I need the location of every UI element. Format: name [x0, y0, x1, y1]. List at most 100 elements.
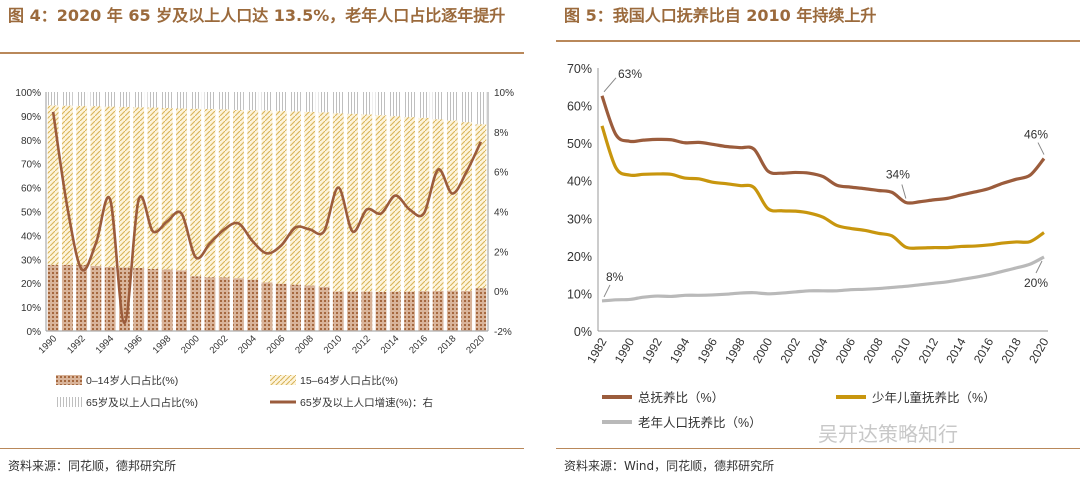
- y-tick-label: 60%: [567, 100, 592, 114]
- y-tick-label: 50%: [567, 137, 592, 151]
- legend-child-label: 少年儿童抚养比（%）: [872, 390, 996, 405]
- bar-elderly-2019: [461, 92, 473, 123]
- x-tick-label: 2016: [407, 333, 430, 356]
- bar-working-2017: [432, 119, 444, 291]
- bar-elderly-1996: [133, 92, 145, 108]
- watermark-text: 吴开达策略知行: [818, 422, 958, 446]
- x-tick-label: 1996: [695, 335, 721, 365]
- elderly-growth-line: [51, 111, 483, 325]
- x-tick-label: 2020: [464, 333, 487, 356]
- x-tick-label: 1998: [151, 333, 174, 356]
- annotation-elderly-1982: 8%: [606, 270, 624, 284]
- x-tick-label: 2004: [805, 335, 831, 365]
- bar-elderly-1998: [161, 92, 173, 109]
- x-tick-label: 1992: [65, 333, 88, 356]
- right-top-rule: [556, 40, 1080, 42]
- legend-total-label: 总抚养比（%）: [638, 390, 724, 405]
- left-source-note: 资料来源：同花顺，德邦研究所: [8, 459, 177, 473]
- x-tick-label: 2008: [860, 335, 886, 365]
- annotation-total-2020: 46%: [1024, 128, 1048, 142]
- bar-elderly-2003: [233, 92, 244, 110]
- x-tick-label: 2004: [236, 333, 259, 356]
- bar-elderly-1990: [47, 92, 59, 106]
- y-tick-label: 70%: [21, 160, 41, 171]
- y-tick-label: 90%: [21, 112, 41, 123]
- annotation-leader: [603, 284, 611, 298]
- bar-working-2010: [332, 113, 344, 292]
- bar-young-1992: [76, 265, 88, 331]
- bar-young-2013: [375, 291, 387, 331]
- bar-working-2007: [290, 111, 301, 285]
- bar-working-2019: [461, 122, 473, 291]
- bar-elderly-1999: [176, 92, 187, 109]
- bar-working-1997: [147, 107, 159, 269]
- bar-elderly-2010: [332, 92, 344, 114]
- x-tick-label: 1982: [584, 335, 610, 365]
- bar-young-2018: [446, 290, 458, 331]
- annotation-leader: [901, 184, 907, 199]
- x-tick-label: 1994: [667, 335, 693, 365]
- legend-young-swatch: [56, 375, 82, 385]
- bar-young-2004: [247, 279, 259, 331]
- bar-elderly-2011: [347, 92, 358, 114]
- bar-working-2006: [275, 110, 287, 284]
- bar-elderly-2006: [275, 92, 287, 111]
- y2-tick-label: 4%: [494, 208, 509, 219]
- x-tick-label: 2000: [750, 335, 776, 365]
- bar-young-2017: [432, 290, 444, 331]
- bar-young-1998: [161, 269, 173, 331]
- x-tick-label: 2020: [1026, 335, 1052, 365]
- bar-working-2018: [446, 120, 458, 291]
- bar-elderly-2007: [290, 92, 301, 112]
- y-tick-label: 30%: [567, 212, 592, 226]
- bar-working-1991: [61, 105, 73, 265]
- y-tick-label: 10%: [21, 303, 41, 314]
- bar-young-1996: [133, 267, 145, 331]
- bar-young-2001: [204, 277, 216, 331]
- left-figure-panel: 图 4：2020 年 65 岁及以上人口达 13.5%，老年人口占比逐年提升 0…: [0, 0, 524, 480]
- bar-young-2020: [475, 288, 487, 331]
- x-tick-label: 1994: [94, 333, 117, 356]
- x-tick-label: 2002: [208, 333, 231, 356]
- bar-working-1994: [104, 106, 116, 267]
- y-tick-label: 80%: [21, 136, 41, 147]
- bar-young-1991: [61, 264, 73, 331]
- x-tick-label: 2002: [777, 335, 803, 365]
- bar-elderly-2002: [218, 92, 230, 110]
- legend-elderly-share-swatch: [56, 397, 82, 407]
- bar-working-2004: [247, 110, 259, 280]
- x-tick-label: 2010: [322, 333, 345, 356]
- bar-young-1994: [104, 266, 116, 331]
- bar-working-2013: [375, 115, 387, 292]
- bar-elderly-1993: [90, 92, 102, 107]
- bar-young-2010: [332, 291, 344, 331]
- y-tick-label: 100%: [15, 88, 41, 99]
- elderly-dependency-line: [601, 255, 1045, 303]
- bar-young-1999: [176, 270, 187, 331]
- annotation-total-2010: 34%: [886, 168, 910, 182]
- y-tick-label: 40%: [21, 231, 41, 242]
- left-figure-title: 图 4：2020 年 65 岁及以上人口达 13.5%，老年人口占比逐年提升: [8, 6, 506, 25]
- x-tick-label: 2014: [943, 335, 969, 365]
- bar-elderly-2017: [432, 92, 444, 120]
- bar-young-2000: [190, 276, 202, 331]
- y-tick-label: 20%: [567, 250, 592, 264]
- legend-elderly-growth-label: 65岁及以上人口增速(%)：右: [300, 396, 433, 409]
- bar-elderly-1992: [76, 92, 88, 106]
- bar-elderly-2015: [404, 92, 415, 118]
- bar-elderly-2008: [304, 92, 316, 112]
- bar-working-2001: [204, 108, 216, 278]
- y-tick-label: 10%: [567, 287, 592, 301]
- y-tick-label: 70%: [567, 62, 592, 76]
- bar-elderly-2001: [204, 92, 216, 109]
- bar-young-2019: [461, 290, 473, 331]
- bar-young-1993: [90, 265, 102, 331]
- bar-young-2014: [389, 291, 401, 331]
- bar-working-1996: [133, 107, 145, 268]
- annotation-leader: [1035, 260, 1043, 274]
- x-tick-label: 2010: [888, 335, 914, 365]
- legend-elderly-share-label: 65岁及以上人口占比(%): [86, 396, 198, 409]
- y-tick-label: 30%: [21, 255, 41, 266]
- bar-elderly-1991: [61, 92, 73, 106]
- x-tick-label: 1998: [722, 335, 748, 365]
